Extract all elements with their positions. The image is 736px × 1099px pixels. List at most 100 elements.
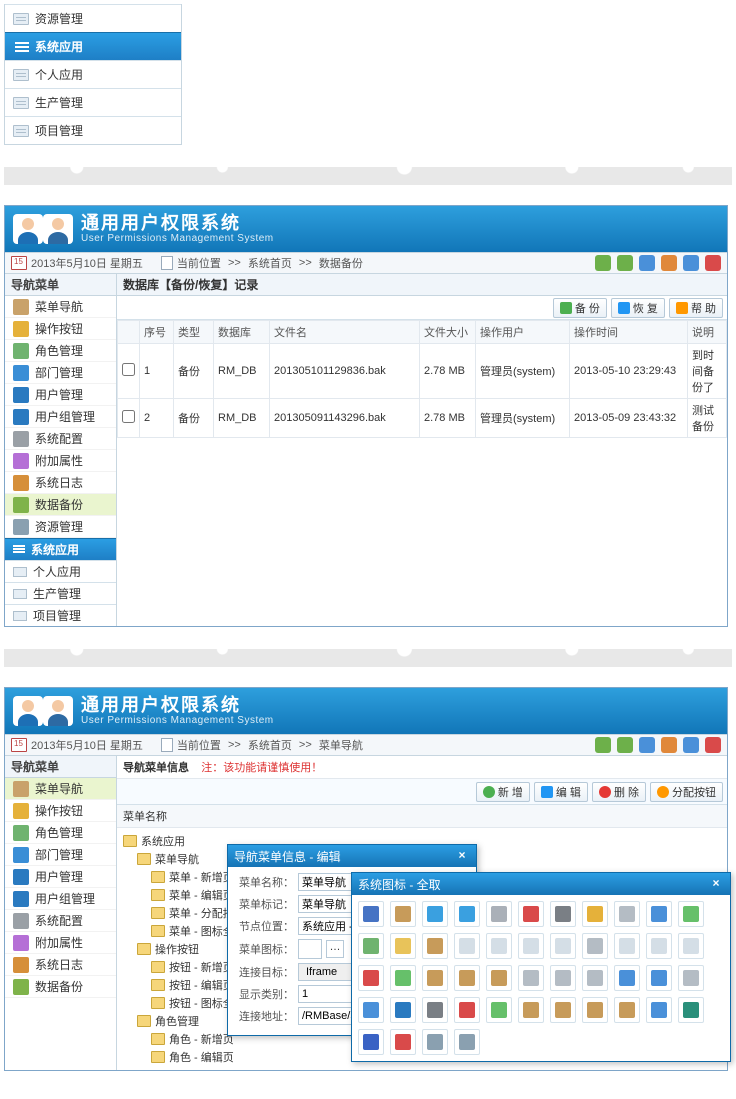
nav-item[interactable]: 角色管理 [5,340,116,362]
sidebar-item[interactable]: 资源管理 [5,4,181,32]
nav-item[interactable]: 部门管理 [5,844,116,866]
left-nav-sub[interactable]: 个人应用 [5,560,116,582]
icon-option[interactable] [678,965,704,991]
icon-option[interactable] [454,933,480,959]
close-icon[interactable]: × [708,876,724,892]
icon-option[interactable] [614,901,640,927]
toolbar-button[interactable]: 分配按钮 [650,782,723,802]
icon-option[interactable] [454,1029,480,1055]
sidebar-section-header[interactable]: 系统应用 [5,32,181,60]
icon-option[interactable] [614,965,640,991]
toolbar-button[interactable]: 备 份 [553,298,607,318]
icon-option[interactable] [390,965,416,991]
sidebar-item[interactable]: 生产管理 [5,88,181,116]
icon-preview[interactable] [298,939,322,959]
icon-option[interactable] [422,965,448,991]
breadcrumb-item[interactable]: 菜单导航 [319,737,363,753]
nav-item[interactable]: 用户管理 [5,866,116,888]
nav-item[interactable]: 菜单导航 [5,296,116,318]
icon-option[interactable] [550,901,576,927]
sidebar-item[interactable]: 项目管理 [5,116,181,144]
icon-option[interactable] [646,901,672,927]
nav-item[interactable]: 菜单导航 [5,778,116,800]
left-nav-section[interactable]: 系统应用 [5,538,116,560]
nav-item[interactable]: 用户管理 [5,384,116,406]
dialog-header[interactable]: 导航菜单信息 - 编辑 × [228,845,476,867]
nav-item[interactable]: 系统日志 [5,954,116,976]
help-icon[interactable] [683,737,699,753]
left-nav-sub[interactable]: 生产管理 [5,582,116,604]
logout-icon[interactable] [705,737,721,753]
icon-option[interactable] [358,933,384,959]
toolbar-button[interactable]: 新 增 [476,782,530,802]
toolbar-button[interactable]: 帮 助 [669,298,723,318]
icon-option[interactable] [678,901,704,927]
nav-item[interactable]: 附加属性 [5,932,116,954]
nav-item[interactable]: 资源管理 [5,516,116,538]
icon-option[interactable] [358,997,384,1023]
icon-option[interactable] [582,933,608,959]
home-icon[interactable] [661,737,677,753]
icon-option[interactable] [646,933,672,959]
icon-option[interactable] [518,965,544,991]
toolbar-button[interactable]: 删 除 [592,782,646,802]
icon-option[interactable] [422,997,448,1023]
icon-option[interactable] [422,901,448,927]
icon-option[interactable] [678,997,704,1023]
nav-item[interactable]: 操作按钮 [5,318,116,340]
icon-option[interactable] [646,965,672,991]
refresh-icon[interactable] [639,737,655,753]
icon-option[interactable] [614,933,640,959]
icon-option[interactable] [486,997,512,1023]
row-checkbox[interactable] [122,363,135,376]
back-icon[interactable] [595,255,611,271]
help-icon[interactable] [683,255,699,271]
icon-option[interactable] [358,965,384,991]
icon-option[interactable] [518,933,544,959]
icon-option[interactable] [454,965,480,991]
nav-item[interactable]: 部门管理 [5,362,116,384]
forward-icon[interactable] [617,255,633,271]
nav-item[interactable]: 用户组管理 [5,406,116,428]
icon-option[interactable] [518,997,544,1023]
nav-item[interactable]: 数据备份 [5,976,116,998]
icon-option[interactable] [614,997,640,1023]
nav-item[interactable]: 操作按钮 [5,800,116,822]
icon-pick-button[interactable]: … [326,940,344,958]
nav-item[interactable]: 系统配置 [5,910,116,932]
icon-option[interactable] [422,1029,448,1055]
forward-icon[interactable] [617,737,633,753]
left-nav-sub[interactable]: 项目管理 [5,604,116,626]
table-row[interactable]: 1备份RM_DB201305101129836.bak2.78 MB管理员(sy… [118,344,727,399]
icon-option[interactable] [486,901,512,927]
logout-icon[interactable] [705,255,721,271]
icon-option[interactable] [390,901,416,927]
breadcrumb-item[interactable]: 系统首页 [248,737,292,753]
icon-option[interactable] [582,965,608,991]
icon-option[interactable] [486,965,512,991]
dialog-header[interactable]: 系统图标 - 全取 × [352,873,730,895]
icon-option[interactable] [550,965,576,991]
close-icon[interactable]: × [454,848,470,864]
icon-option[interactable] [358,901,384,927]
toolbar-button[interactable]: 编 辑 [534,782,588,802]
icon-option[interactable] [678,933,704,959]
breadcrumb-item[interactable]: 系统首页 [248,255,292,271]
icon-option[interactable] [358,1029,384,1055]
nav-item[interactable]: 数据备份 [5,494,116,516]
icon-option[interactable] [454,901,480,927]
icon-option[interactable] [454,997,480,1023]
icon-option[interactable] [550,933,576,959]
breadcrumb-item[interactable]: 数据备份 [319,255,363,271]
icon-option[interactable] [390,933,416,959]
row-checkbox[interactable] [122,410,135,423]
icon-option[interactable] [550,997,576,1023]
home-icon[interactable] [661,255,677,271]
nav-item[interactable]: 角色管理 [5,822,116,844]
nav-item[interactable]: 系统配置 [5,428,116,450]
icon-option[interactable] [390,1029,416,1055]
icon-option[interactable] [390,997,416,1023]
icon-option[interactable] [582,901,608,927]
icon-option[interactable] [646,997,672,1023]
table-row[interactable]: 2备份RM_DB201305091143296.bak2.78 MB管理员(sy… [118,399,727,438]
